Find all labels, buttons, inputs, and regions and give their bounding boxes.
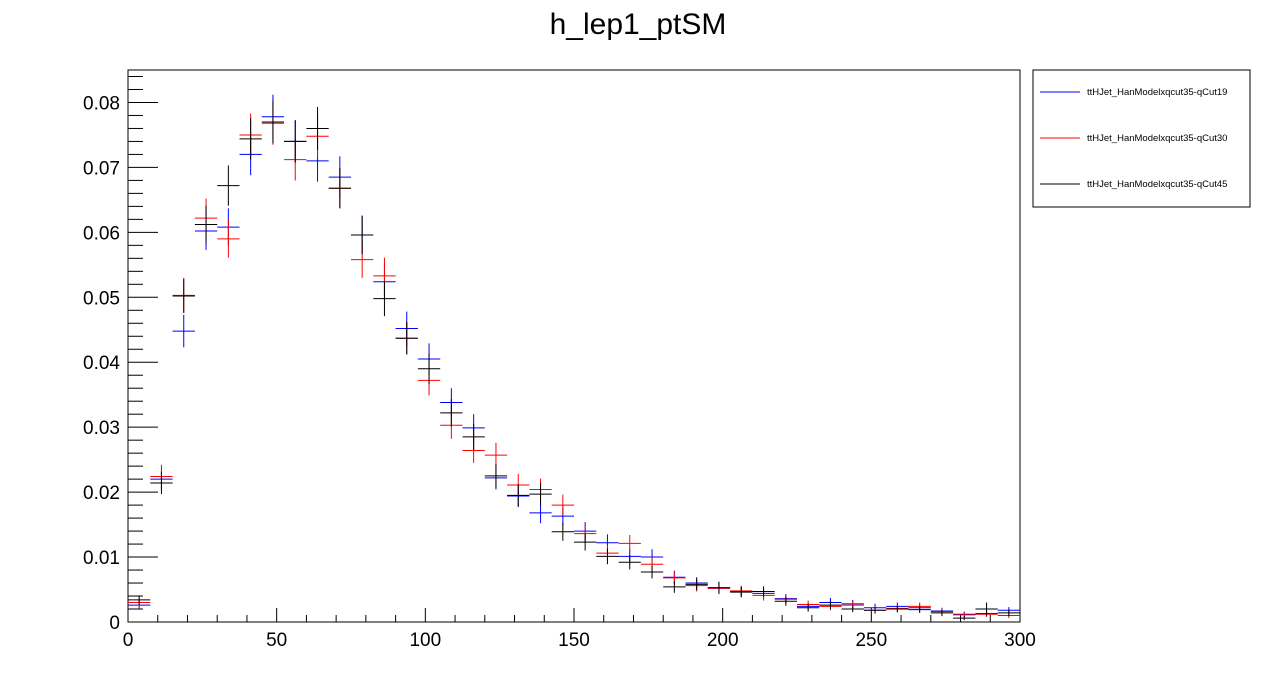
y-axis: 0 0.01 0.02 0.03 0.04 0.05 0.06 0.07 0.08 [83, 75, 158, 634]
data-point [886, 605, 909, 613]
y-tick-label: 0 [109, 613, 120, 634]
y-tick-label: 0.03 [83, 418, 120, 439]
y-tick-label: 0.08 [83, 93, 120, 114]
data-point [217, 220, 240, 258]
data-point [797, 603, 820, 612]
legend-label-qcut45: ttHJet_HanModelxqcut35-qCut45 [1087, 179, 1227, 190]
data-point [618, 555, 641, 570]
chart-title: h_lep1_ptSM [550, 8, 727, 41]
x-tick-label: 250 [855, 630, 887, 651]
y-tick-label: 0.05 [83, 288, 120, 309]
y-tick-label: 0.06 [83, 223, 120, 244]
data-point [551, 522, 574, 541]
x-tick-label: 200 [707, 630, 739, 651]
data-point [351, 216, 374, 254]
data-point [484, 464, 508, 488]
x-tick-label: 50 [266, 630, 287, 651]
x-tick-label: 300 [1004, 630, 1036, 651]
data-point [752, 586, 775, 597]
series-3 [128, 100, 1020, 621]
x-tick-label: 0 [123, 630, 134, 651]
data-point [217, 165, 240, 206]
data-point [953, 616, 976, 621]
data-point [462, 423, 485, 450]
y-tick-label: 0.02 [83, 483, 120, 504]
legend: ttHJet_HanModelxqcut35-qCut19 ttHJet_Han… [1032, 69, 1251, 208]
data-point [774, 596, 797, 606]
legend-label-qcut19: ttHJet_HanModelxqcut35-qCut19 [1087, 87, 1227, 98]
series-layer [128, 94, 1020, 621]
data-point [930, 609, 954, 617]
data-point [417, 353, 441, 385]
data-point [150, 471, 173, 495]
data-point [975, 602, 998, 616]
data-point [819, 601, 842, 610]
data-point [128, 595, 151, 605]
data-point [261, 100, 285, 144]
data-point [373, 281, 396, 317]
data-point [863, 607, 887, 614]
data-point [574, 533, 597, 551]
data-point [841, 605, 864, 613]
x-tick-label: 100 [409, 630, 441, 651]
data-point [194, 205, 218, 244]
data-point [618, 534, 641, 552]
data-point [908, 606, 931, 613]
data-point [284, 120, 307, 163]
data-point [172, 279, 195, 313]
data-point [529, 502, 552, 524]
legend-label-qcut30: ttHJet_HanModelxqcut35-qCut30 [1087, 133, 1227, 144]
data-point [707, 581, 731, 594]
data-point [596, 548, 619, 565]
data-point [328, 168, 351, 209]
data-point [172, 314, 195, 348]
x-axis: 0 50 100 150 200 250 300 [123, 608, 1036, 651]
data-point [997, 609, 1020, 617]
data-point [551, 494, 574, 516]
y-tick-label: 0.01 [83, 548, 120, 569]
data-point [440, 399, 463, 427]
data-point [484, 442, 508, 468]
data-point [730, 586, 753, 598]
x-tick-label: 150 [558, 630, 590, 651]
data-point [685, 578, 708, 591]
y-tick-label: 0.07 [83, 158, 120, 179]
y-tick-label: 0.04 [83, 353, 120, 374]
data-point [640, 565, 664, 579]
data-point [395, 321, 418, 355]
data-point [306, 107, 329, 150]
data-point [529, 483, 552, 506]
data-point [663, 581, 686, 593]
data-point [507, 484, 530, 507]
data-point [239, 118, 262, 160]
